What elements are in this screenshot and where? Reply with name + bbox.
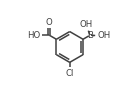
- Text: OH: OH: [80, 20, 93, 29]
- Text: B: B: [87, 31, 93, 40]
- Text: HO: HO: [27, 31, 41, 40]
- Text: O: O: [46, 18, 53, 27]
- Text: OH: OH: [97, 31, 111, 40]
- Text: Cl: Cl: [66, 69, 74, 78]
